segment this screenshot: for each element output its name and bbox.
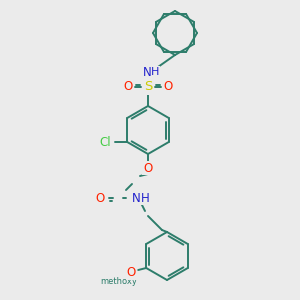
Text: Cl: Cl: [99, 136, 111, 148]
Text: O: O: [143, 161, 153, 175]
Text: O: O: [95, 191, 105, 205]
Text: S: S: [144, 80, 152, 94]
Text: N: N: [132, 191, 140, 205]
Text: H: H: [141, 191, 149, 205]
Text: methoxy: methoxy: [100, 277, 137, 286]
Text: O: O: [123, 80, 133, 94]
Text: O: O: [164, 80, 172, 94]
Text: H: H: [151, 67, 159, 77]
Text: O: O: [127, 266, 136, 280]
Text: N: N: [142, 65, 152, 79]
